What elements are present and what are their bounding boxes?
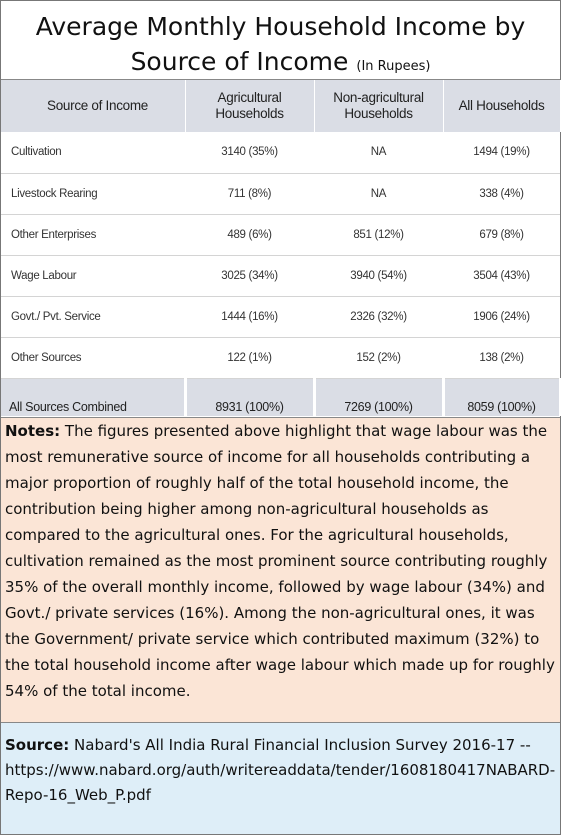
value-cell: NA [314,132,443,174]
source-box: Source: Nabard's All India Rural Financi… [1,723,560,834]
row-label-cell: Other Sources [1,337,185,379]
column-header: All Households [443,80,561,132]
value-cell: 3504 (43%) [443,255,560,297]
value-cell: NA [314,173,443,215]
table-row: Other Sources 122 (1%) 152 (2%) 138 (2%) [1,337,560,379]
value-cell: 8931 (100%) [185,378,316,416]
value-cell: 489 (6%) [185,214,314,256]
value-cell: 851 (12%) [314,214,443,256]
title-subtitle: (In Rupees) [356,59,431,74]
value-cell: 1906 (24%) [443,296,560,338]
notes-box: Notes: The figures presented above highl… [1,417,560,723]
row-label-cell: Wage Labour [1,255,185,297]
value-cell: 711 (8%) [185,173,314,215]
table-body: Cultivation 3140 (35%) NA 1494 (19%) Livesto… [1,132,561,416]
notes-label: Notes: [5,422,61,440]
page-title: Average Monthly Household Income by Sour… [1,9,560,84]
value-cell: 122 (1%) [185,337,314,379]
value-cell: 138 (2%) [443,337,560,379]
table-total-row: All Sources Combined 8931 (100%) 7269 (100… [1,378,561,416]
table-row: Govt./ Pvt. Service 1444 (16%) 2326 (32%) 1… [1,296,560,338]
row-label-cell: All Sources Combined [1,378,187,416]
column-header: Agricultural Households [185,80,315,132]
notes-text: The figures presented above highlight th… [5,422,555,700]
row-label-cell: Other Enterprises [1,214,185,256]
row-label-cell: Govt./ Pvt. Service [1,296,185,338]
value-cell: 338 (4%) [443,173,560,215]
row-label-cell: Livestock Rearing [1,173,185,215]
column-header: Non-agricultural Households [314,80,444,132]
value-cell: 3940 (54%) [314,255,443,297]
column-header: Source of Income [1,80,186,132]
value-cell: 8059 (100%) [443,378,561,416]
table-row: Livestock Rearing 711 (8%) NA 338 (4%) [1,173,560,215]
value-cell: 7269 (100%) [314,378,445,416]
title-box: Average Monthly Household Income by Sour… [1,1,560,80]
source-text: Nabard's All India Rural Financial Inclu… [5,736,556,804]
title-text: Average Monthly Household Income by Sour… [35,12,526,76]
value-cell: 3140 (35%) [185,132,314,174]
table-row: Cultivation 3140 (35%) NA 1494 (19%) [1,132,560,174]
data-table: Source of Income Agricultural Households… [1,80,561,416]
table-row: Wage Labour 3025 (34%) 3940 (54%) 3504 (43%… [1,255,560,297]
table-row: Other Enterprises 489 (6%) 851 (12%) 679 (8… [1,214,560,256]
value-cell: 3025 (34%) [185,255,314,297]
source-label: Source: [5,736,70,754]
row-label-cell: Cultivation [1,132,185,174]
value-cell: 152 (2%) [314,337,443,379]
value-cell: 1444 (16%) [185,296,314,338]
value-cell: 2326 (32%) [314,296,443,338]
table-header-row: Source of Income Agricultural Households… [1,80,561,132]
value-cell: 679 (8%) [443,214,560,256]
value-cell: 1494 (19%) [443,132,560,174]
income-table: Source of Income Agricultural Households… [1,80,561,417]
